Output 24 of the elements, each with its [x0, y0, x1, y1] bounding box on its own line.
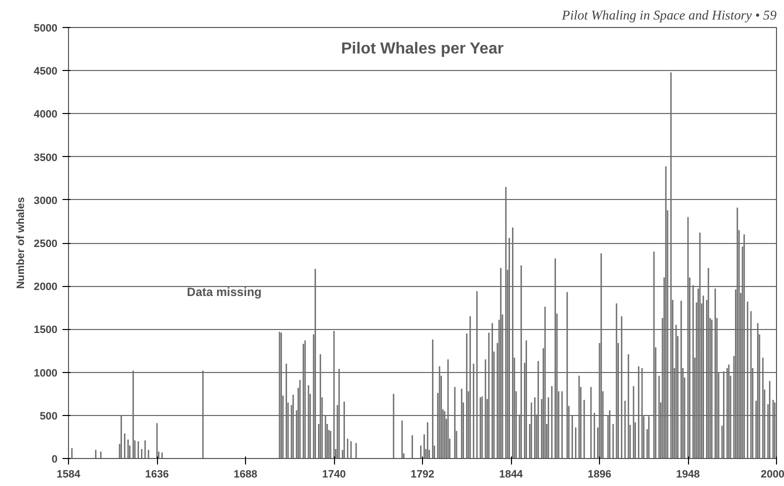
y-tick-label: 1000 [34, 367, 58, 380]
text: Pilot Whaling in Space and History • 59 [560, 8, 777, 22]
x-tick-label: 1740 [322, 468, 346, 480]
y-tick-label: 0 [52, 454, 58, 466]
y-tick-label: 5000 [34, 22, 58, 34]
x-tick-label: 2000 [760, 468, 784, 480]
x-tick-label: 1792 [410, 468, 434, 480]
x-tick-label: 1896 [588, 468, 612, 480]
y-tick-label: 4500 [34, 66, 58, 78]
x-tick-label: 1688 [234, 468, 258, 480]
y-tick-label: 4000 [34, 108, 58, 121]
x-tick-label: 1844 [499, 468, 523, 480]
y-axis-title: Number of whales [14, 197, 27, 289]
y-tick-label: 2500 [34, 238, 58, 250]
x-tick-label: 1636 [145, 468, 169, 480]
y-tick-label: 1500 [34, 324, 58, 336]
y-tick-label: 2000 [34, 281, 58, 294]
x-tick-label: 1584 [56, 468, 80, 480]
y-tick-label: 3000 [34, 194, 58, 207]
y-tick-label: 3500 [34, 152, 58, 164]
text: Pilot Whales per Year [341, 40, 504, 58]
y-tick-label: 500 [40, 410, 58, 422]
annotation: Data missing [186, 285, 262, 300]
x-tick-label: 1948 [676, 468, 700, 480]
